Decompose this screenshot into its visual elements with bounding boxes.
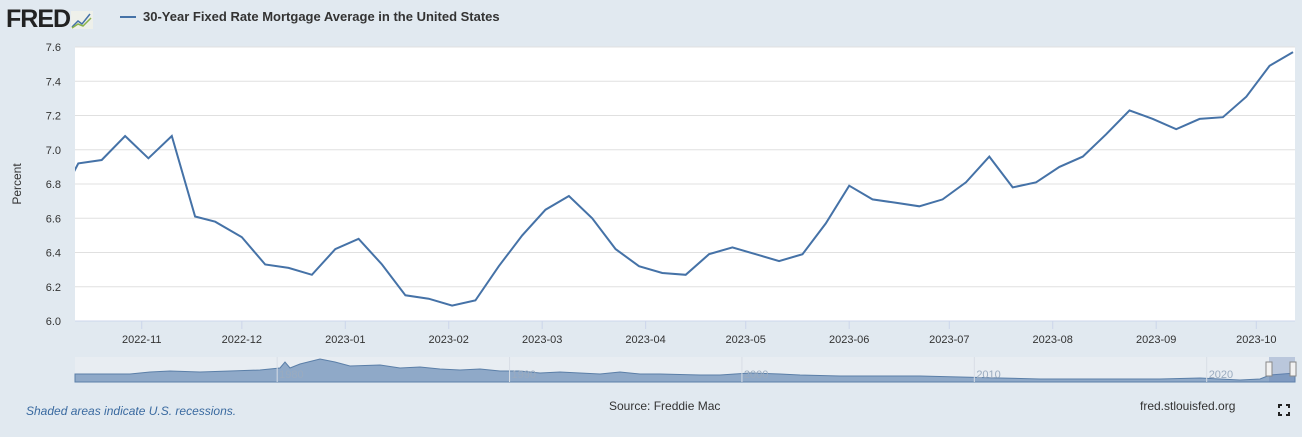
- x-tick-label: 2023-05: [726, 334, 766, 346]
- navigator-tick-label: 2020: [1209, 369, 1233, 381]
- y-tick-label: 6.8: [46, 179, 61, 191]
- legend-label: 30-Year Fixed Rate Mortgage Average in t…: [143, 9, 500, 24]
- x-tick-label: 2022-12: [222, 334, 262, 346]
- fred-logo-text: FRED: [6, 5, 71, 33]
- chart-logo-icon: [71, 10, 94, 29]
- legend-item[interactable]: 30-Year Fixed Rate Mortgage Average in t…: [120, 9, 500, 24]
- y-axis-label: Percent: [10, 163, 24, 205]
- x-tick-label: 2023-07: [929, 334, 969, 346]
- x-tick-label: 2023-09: [1136, 334, 1176, 346]
- recession-note: Shaded areas indicate U.S. recessions.: [26, 404, 237, 418]
- navigator-tick-label: 1980: [279, 369, 303, 381]
- navigator[interactable]: 1980 1990 2000 2010 2020: [74, 357, 1297, 383]
- navigator-tick-label: 2000: [744, 369, 768, 381]
- fred-logo[interactable]: FRED: [6, 5, 94, 34]
- navigator-tick-label: 1990: [512, 369, 536, 381]
- site-link[interactable]: fred.stlouisfed.org: [1140, 399, 1236, 413]
- y-tick-label: 7.4: [46, 76, 61, 88]
- x-tick-label: 2023-06: [829, 334, 869, 346]
- x-tick-label: 2023-03: [522, 334, 562, 346]
- series-line: [75, 51, 1294, 307]
- y-tick-label: 7.6: [46, 42, 61, 54]
- navigator-series: [74, 358, 1296, 383]
- x-tick-label: 2023-10: [1236, 334, 1276, 346]
- y-tick-label: 6.6: [46, 213, 61, 225]
- y-tick-label: 6.2: [46, 282, 61, 294]
- x-tick-label: 2023-02: [429, 334, 469, 346]
- source-label: Source: Freddie Mac: [609, 399, 721, 413]
- navigator-handle-right[interactable]: [1289, 361, 1297, 377]
- legend-swatch: [120, 15, 136, 18]
- navigator-handle-left[interactable]: [1265, 361, 1273, 377]
- x-tick-label: 2022-11: [122, 334, 162, 346]
- y-tick-label: 6.0: [46, 316, 61, 328]
- navigator-tick-label: 2010: [976, 369, 1000, 381]
- y-tick-label: 7.2: [46, 111, 61, 123]
- x-tick-label: 2023-04: [625, 334, 665, 346]
- line-chart: 6.0 6.2 6.4 6.6 6.8 7.0 7.2 7.4 7.6 2022-11 2022-…: [10, 42, 1297, 383]
- x-tick-label: 2023-01: [325, 334, 365, 346]
- x-tick-label: 2023-08: [1033, 334, 1073, 346]
- fullscreen-icon[interactable]: [1278, 404, 1290, 416]
- y-tick-label: 6.4: [46, 248, 61, 260]
- y-tick-label: 7.0: [46, 145, 61, 157]
